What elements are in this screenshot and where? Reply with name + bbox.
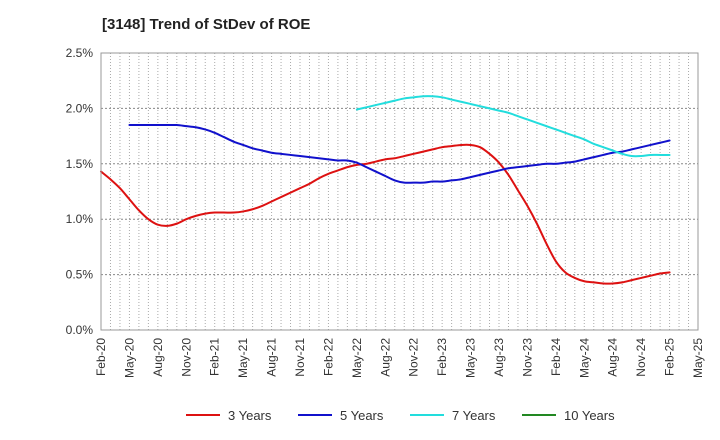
legend-label-3-years: 3 Years: [228, 408, 272, 423]
y-tick-label: 1.0%: [66, 212, 94, 226]
x-tick-label: Feb-25: [663, 338, 677, 376]
x-tick-label: Feb-24: [549, 338, 563, 376]
x-tick-label: Nov-21: [293, 338, 307, 377]
x-tick-label: Aug-22: [378, 338, 392, 377]
y-tick-label: 0.0%: [66, 323, 94, 337]
x-tick-label: May-21: [236, 338, 250, 378]
y-tick-label: 1.5%: [66, 157, 94, 171]
x-tick-label: May-25: [691, 338, 705, 378]
series-line-5-years: [128, 123, 671, 184]
x-tick-label: Feb-22: [321, 338, 335, 376]
y-axis-ticks: 0.0% 0.5% 1.0% 1.5% 2.0% 2.5%: [66, 46, 94, 337]
x-tick-label: Aug-23: [492, 338, 506, 377]
x-tick-label: Nov-23: [520, 338, 534, 377]
series-line-3-years: [100, 143, 671, 285]
x-tick-label: Feb-21: [208, 338, 222, 376]
legend-label-5-years: 5 Years: [340, 408, 384, 423]
x-tick-label: Feb-23: [435, 338, 449, 376]
x-tick-label: Aug-24: [606, 338, 620, 377]
gridlines: [101, 53, 698, 330]
legend: 3 Years 5 Years 7 Years 10 Years: [186, 408, 615, 423]
x-tick-label: May-20: [122, 338, 136, 378]
x-tick-label: May-22: [350, 338, 364, 378]
x-tick-label: Aug-21: [265, 338, 279, 377]
x-tick-label: Nov-22: [407, 338, 421, 377]
legend-label-7-years: 7 Years: [452, 408, 496, 423]
x-tick-label: May-23: [464, 338, 478, 378]
x-tick-label: May-24: [577, 338, 591, 378]
x-tick-label: Aug-20: [151, 338, 165, 377]
series-line-7-years: [355, 95, 671, 158]
chart-title: [3148] Trend of StDev of ROE: [102, 16, 310, 33]
plot-area: [101, 53, 698, 330]
y-tick-label: 0.5%: [66, 268, 94, 282]
x-tick-label: Nov-24: [634, 338, 648, 377]
x-tick-label: Feb-20: [94, 338, 108, 376]
plot-border: [100, 52, 699, 331]
series-lines: [100, 95, 671, 285]
x-axis-ticks: Feb-20 May-20 Aug-20 Nov-20 Feb-21 May-21 Aug-…: [94, 338, 705, 378]
legend-label-10-years: 10 Years: [564, 408, 615, 423]
y-tick-label: 2.5%: [66, 46, 94, 60]
y-tick-label: 2.0%: [66, 101, 94, 115]
x-tick-label: Nov-20: [179, 338, 193, 377]
